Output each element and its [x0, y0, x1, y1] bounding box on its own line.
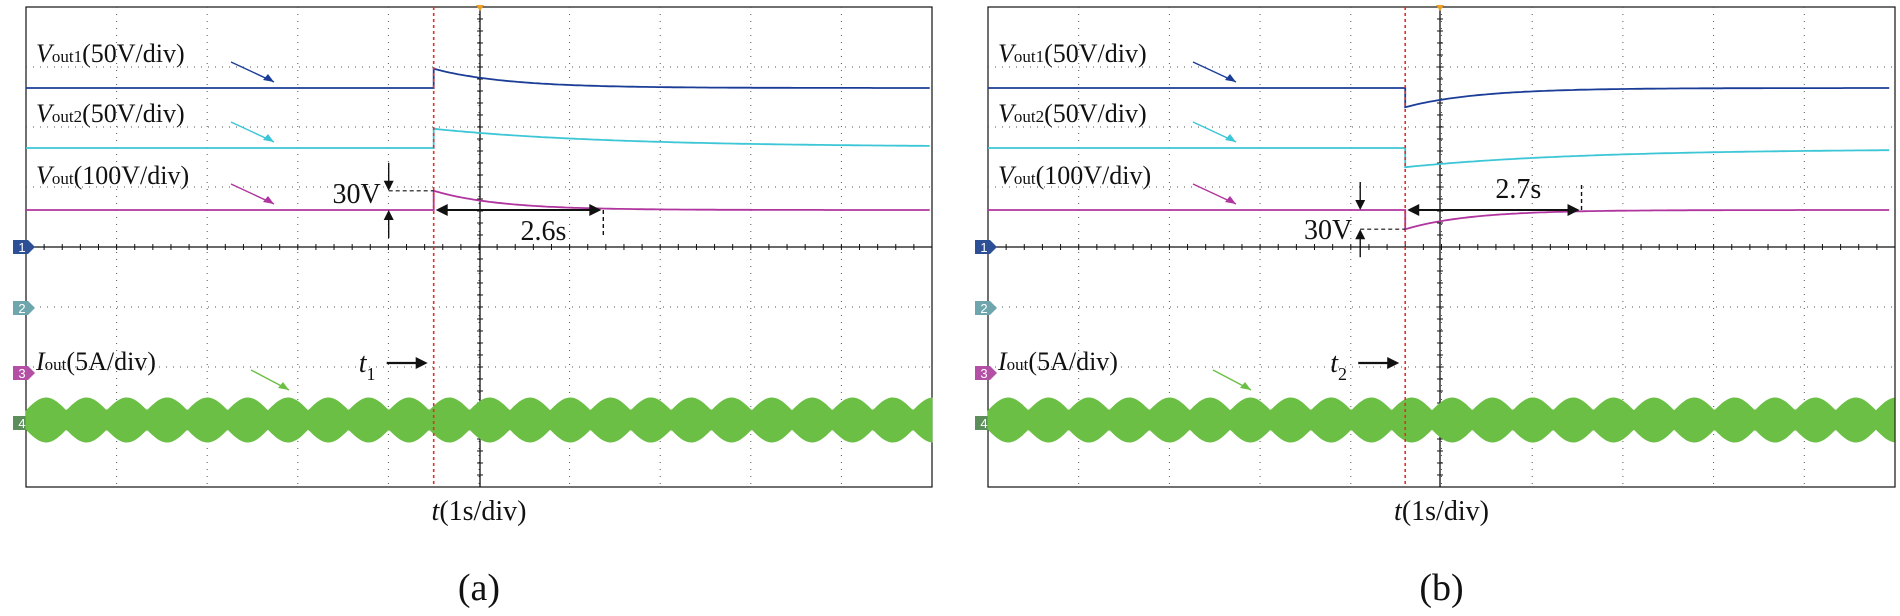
legend-label-iout: Iout(5A/div) [35, 347, 290, 391]
settling-time-annotation: 2.6s [435, 204, 605, 247]
arrow-icon [263, 74, 274, 82]
arrow-icon [1387, 357, 1400, 369]
channel-marker-1: 1 [975, 240, 997, 255]
event-marker: t1 [359, 348, 428, 384]
arrow-icon [383, 180, 394, 191]
channel-marker-shape [975, 301, 997, 315]
voltage-jump-label: 30V [332, 179, 380, 210]
channel-marker-shape [13, 301, 35, 315]
channel-marker-3: 3 [975, 366, 997, 381]
channel-marker-1: 1 [13, 240, 35, 255]
arrow-icon [263, 134, 274, 142]
channel-marker-number: 1 [980, 240, 987, 255]
arrow-icon [1407, 204, 1420, 216]
channel-marker-number: 1 [18, 240, 25, 255]
channel-marker-number: 2 [980, 301, 987, 316]
panel-a: 1 2 3 4 Vout1(50V/div) Vout2(50V/div) Vout(100… [13, 5, 933, 609]
series-label: Vout1(50V/div) [36, 39, 185, 68]
channel-marker-number: 3 [18, 366, 25, 381]
arrow-icon [263, 196, 274, 204]
trace-vout2 [26, 127, 930, 149]
channel-marker-2: 2 [13, 301, 35, 316]
channel-marker-shape [975, 240, 997, 254]
event-marker-label: t2 [1330, 348, 1347, 384]
arrow-icon [278, 382, 289, 390]
series-label: Vout(100V/div) [36, 161, 189, 190]
legend-label-vout: Vout(100V/div) [36, 161, 275, 205]
x-axis-label: t(1s/div) [432, 496, 527, 527]
series-label: Vout(100V/div) [998, 161, 1151, 190]
trigger-marker-icon [1436, 5, 1444, 11]
trace-iout [987, 397, 1895, 443]
legend-label-vout1: Vout1(50V/div) [998, 39, 1237, 83]
panel-b: 1 2 3 4 Vout1(50V/div) Vout2(50V/div) Vout(100… [975, 5, 1896, 609]
trace-vout2 [988, 147, 1890, 169]
trace-vout1 [26, 67, 930, 89]
legend-label-vout: Vout(100V/div) [998, 161, 1237, 205]
arrow-icon [415, 357, 428, 369]
arrow-icon [1225, 196, 1236, 204]
series-label: Vout2(50V/div) [998, 99, 1147, 128]
series-label: Vout1(50V/div) [998, 39, 1147, 68]
settling-time-label: 2.6s [521, 216, 567, 247]
arrow-icon [1355, 200, 1366, 210]
voltage-jump-annotation: 30V [1304, 182, 1406, 258]
arrow-icon [1567, 204, 1580, 216]
legend-label-vout2: Vout2(50V/div) [998, 99, 1237, 143]
channel-marker-2: 2 [975, 301, 997, 316]
panel-caption: (b) [1419, 567, 1463, 609]
panel-caption: (a) [458, 567, 500, 609]
voltage-jump-label: 30V [1304, 215, 1352, 246]
settling-time-label: 2.7s [1495, 174, 1541, 205]
voltage-jump-annotation: 30V [332, 162, 434, 238]
channel-marker-number: 4 [18, 416, 25, 431]
channel-marker-shape [13, 366, 35, 380]
channel-marker-shape [13, 240, 35, 254]
trace-vout [988, 209, 1890, 231]
legend-label-vout1: Vout1(50V/div) [36, 39, 275, 83]
series-label: Iout(5A/div) [997, 347, 1118, 376]
event-marker-label: t1 [359, 348, 376, 384]
trace-vout [26, 189, 930, 211]
legend-label-iout: Iout(5A/div) [997, 347, 1252, 391]
channel-marker-shape [975, 366, 997, 380]
arrow-icon [589, 204, 602, 216]
arrow-icon [1355, 229, 1366, 240]
channel-marker-number: 2 [18, 301, 25, 316]
trace-vout1 [988, 87, 1890, 109]
arrow-icon [1225, 74, 1236, 82]
trace-iout [25, 397, 933, 443]
settling-time-annotation: 2.7s [1407, 174, 1583, 216]
arrow-icon [435, 204, 448, 216]
arrow-icon [383, 210, 394, 220]
channel-marker-number: 3 [980, 366, 987, 381]
trigger-marker-icon [476, 5, 484, 11]
channel-marker-3: 3 [13, 366, 35, 381]
legend-label-vout2: Vout2(50V/div) [36, 99, 275, 143]
channel-marker-number: 4 [980, 416, 987, 431]
series-label: Vout2(50V/div) [36, 99, 185, 128]
x-axis-label: t(1s/div) [1394, 496, 1489, 527]
series-label: Iout(5A/div) [35, 347, 156, 376]
event-marker: t2 [1330, 348, 1400, 384]
arrow-icon [1240, 382, 1251, 390]
arrow-icon [1225, 134, 1236, 142]
